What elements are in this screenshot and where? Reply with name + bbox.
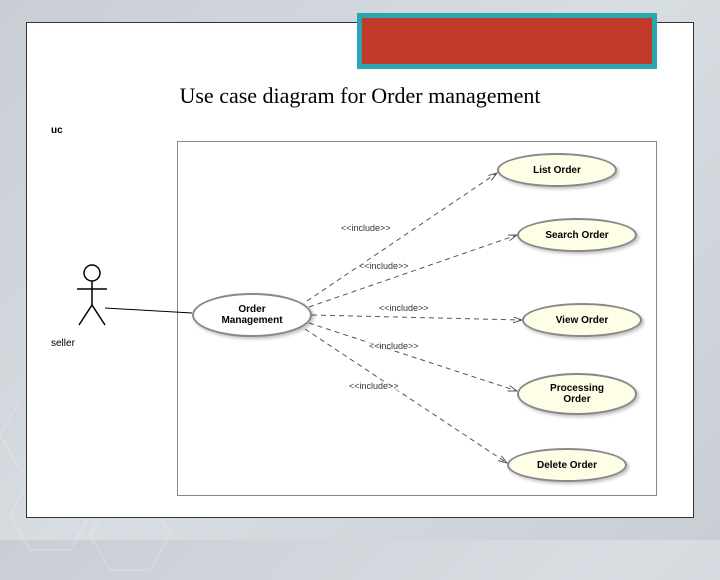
- title-badge: [357, 13, 657, 69]
- usecase-processing: Processing Order: [517, 373, 637, 415]
- usecase-order-mgmt: Order Management: [192, 293, 312, 337]
- usecase-delete: Delete Order: [507, 448, 627, 482]
- include-label: <<include>>: [357, 261, 411, 271]
- include-label: <<include>>: [367, 341, 421, 351]
- include-label: <<include>>: [339, 223, 393, 233]
- usecase-view: View Order: [522, 303, 642, 337]
- slide-title: Use case diagram for Order management: [27, 83, 693, 109]
- actor-seller: [75, 263, 109, 332]
- usecase-list: List Order: [497, 153, 617, 187]
- actor-label: seller: [51, 338, 75, 349]
- usecase-search: Search Order: [517, 218, 637, 252]
- usecase-diagram: uc seller Order Management List Order Sear…: [47, 123, 675, 503]
- diagram-frame-label: uc: [51, 125, 63, 136]
- include-label: <<include>>: [347, 381, 401, 391]
- slide-frame: Use case diagram for Order management uc…: [26, 22, 694, 518]
- include-label: <<include>>: [377, 303, 431, 313]
